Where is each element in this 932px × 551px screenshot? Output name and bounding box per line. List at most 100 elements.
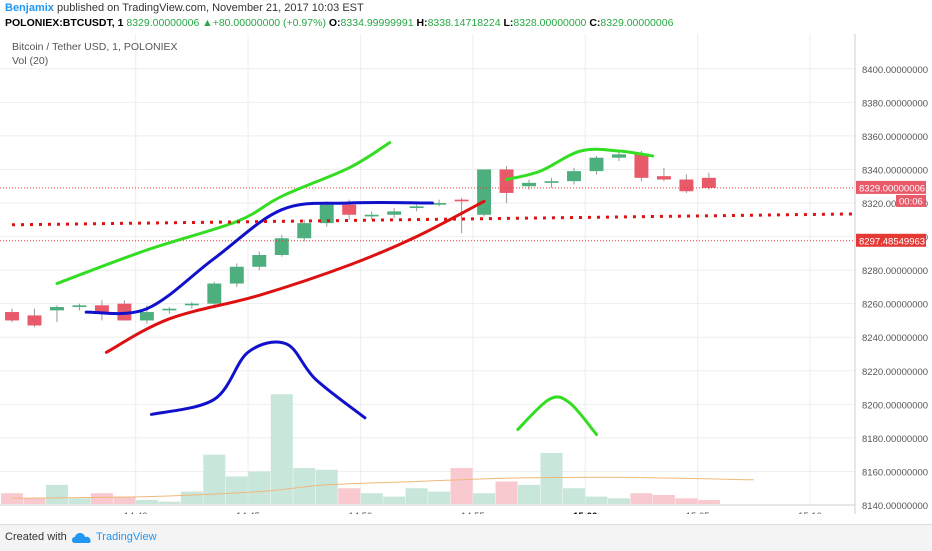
volume-bar: [225, 476, 248, 504]
last-price-tag: [856, 180, 926, 194]
volume-bar: [158, 501, 181, 504]
candle-body: [611, 154, 626, 158]
volume-bar: [293, 468, 316, 504]
y-tick-label: 8180.00000000: [862, 434, 928, 445]
candle-body: [184, 303, 199, 306]
volume-bar: [338, 488, 361, 504]
volume-bar: [360, 493, 383, 504]
candle-body: [679, 179, 694, 192]
blue-hump-drawing: [149, 340, 367, 420]
candle-body: [94, 305, 109, 314]
volume-bar: [473, 493, 496, 504]
volume-bar: [652, 494, 675, 504]
candle-body: [27, 315, 42, 326]
volume-bar: [383, 496, 406, 504]
high-label: H:: [416, 17, 428, 29]
candle-body: [589, 157, 604, 172]
close-value: 8329.00000006: [600, 17, 674, 29]
y-tick-label: 8380.00000000: [862, 98, 928, 109]
chart-svg[interactable]: 8400.00000000 8380.00000000 8360.00000000 8…: [0, 34, 932, 522]
low-value: 8328.00000000: [513, 17, 587, 29]
footer-bar: Created with TradingView: [0, 524, 932, 551]
x-tick-label: 15:05: [686, 511, 710, 514]
candle-body: [634, 154, 649, 178]
candle-body: [319, 204, 334, 224]
x-tick-label: 14:40: [124, 511, 148, 514]
candle-body: [701, 177, 716, 188]
symbol-label[interactable]: POLONIEX:BTCUSDT, 1: [5, 17, 124, 29]
volume-bar: [675, 498, 698, 504]
countdown-tag: [896, 194, 926, 207]
candle-body: [499, 169, 514, 193]
last-price-tag-text: 8329.00000006: [859, 183, 925, 194]
indicator-label: Vol (20): [12, 55, 48, 67]
tradingview-link[interactable]: TradingView: [96, 531, 157, 543]
volume-bar: [270, 394, 293, 504]
created-with-text: Created with: [5, 531, 67, 543]
candle-body: [207, 283, 222, 304]
y-tick-label: 8240.00000000: [862, 333, 928, 344]
up-arrow-icon: ▲: [202, 17, 213, 29]
chart-title: Bitcoin / Tether USD, 1, POLONIEX: [12, 41, 178, 53]
price-axis-labels: 8400.00000000 8380.00000000 8360.00000000 8…: [862, 65, 928, 512]
author-link[interactable]: Benjamix: [5, 2, 54, 14]
volume-bar: [450, 468, 473, 504]
candle-body: [162, 308, 177, 311]
volume-ma-line: [11, 476, 754, 499]
volume-bar: [180, 491, 203, 504]
volume-bar: [562, 488, 586, 504]
plot-background: [0, 34, 855, 514]
volume-bars: [0, 394, 720, 504]
level-price-tag: [856, 233, 926, 247]
volume-bar: [585, 496, 608, 504]
countdown-tag-text: 00:06: [899, 196, 923, 207]
candle-body: [5, 312, 19, 321]
volume-bar: [203, 454, 226, 504]
x-tick-label: 14:55: [461, 511, 485, 514]
volume-bar: [68, 498, 91, 504]
candle-body: [454, 199, 469, 202]
price-axis[interactable]: [855, 34, 932, 514]
publish-line: Benjamix published on TradingView.com, N…: [5, 2, 364, 14]
high-value: 8338.14718224: [427, 17, 501, 29]
candle-body: [544, 181, 559, 183]
volume-bar: [248, 471, 271, 504]
volume-bar: [540, 452, 563, 504]
blue-trend-line: [84, 201, 434, 316]
volume-bar: [135, 499, 158, 504]
volume-bar: [315, 469, 338, 504]
y-tick-label: 8340.00000000: [862, 165, 928, 176]
y-tick-label: 8140.00000000: [862, 501, 928, 512]
drawing-annotations: [11, 141, 856, 436]
candle-body: [274, 238, 289, 256]
candle-body: [49, 307, 64, 311]
candle-body: [567, 171, 581, 182]
candle-body: [364, 214, 379, 217]
close-label: C:: [589, 17, 601, 29]
change-value: +80.00000000 (+0.97%): [212, 17, 326, 29]
volume-bar: [495, 481, 518, 504]
volume-bar: [113, 496, 136, 504]
volume-bar: [45, 484, 68, 504]
y-tick-label: 8400.00000000: [862, 65, 928, 76]
open-label: O:: [328, 17, 341, 29]
candle-body: [229, 266, 244, 284]
chart-container[interactable]: 8400.00000000 8380.00000000 8360.00000000 8…: [0, 34, 932, 522]
x-tick-label: 14:50: [349, 511, 373, 514]
red-trend-line: [104, 199, 486, 354]
y-tick-label: 8220.00000000: [862, 367, 928, 378]
volume-bar: [0, 493, 24, 504]
y-tick-label: 8160.00000000: [862, 467, 928, 478]
header-bar: Benjamix published on TradingView.com, N…: [0, 0, 932, 34]
ohlc-line: POLONIEX:BTCUSDT, 1 8329.00000006 ▲+80.0…: [5, 17, 673, 29]
y-tick-label: 8260.00000000: [862, 300, 928, 311]
candle-body: [252, 255, 267, 267]
green-hump-drawing: [516, 395, 598, 436]
candle-body: [409, 206, 424, 209]
x-tick-label: 15:00: [573, 511, 597, 514]
y-tick-label: 8280.00000000: [862, 266, 928, 277]
green-arc-drawing: [505, 147, 655, 181]
volume-bar: [518, 484, 541, 504]
candle-body: [342, 204, 357, 215]
volume-bar: [630, 493, 653, 504]
